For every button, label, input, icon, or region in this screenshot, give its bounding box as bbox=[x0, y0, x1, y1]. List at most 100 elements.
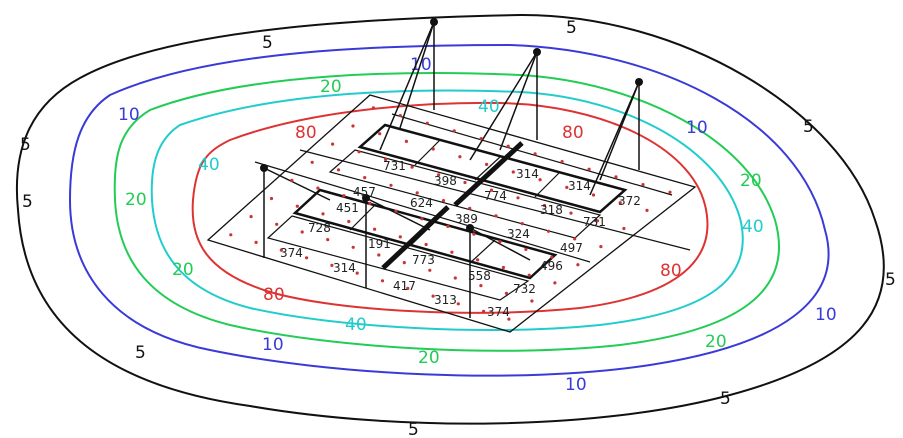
sample-point bbox=[542, 203, 547, 208]
sample-point bbox=[398, 235, 402, 239]
label-80-d: 80 bbox=[263, 285, 285, 305]
label-80-c: 80 bbox=[660, 261, 682, 281]
sample-point bbox=[437, 173, 441, 177]
sample-point bbox=[389, 183, 393, 187]
sample-point bbox=[384, 157, 388, 162]
sample-point bbox=[330, 263, 334, 267]
sample-point bbox=[645, 208, 649, 212]
value-12: 728 bbox=[308, 221, 331, 235]
value-18: 374 bbox=[280, 246, 303, 260]
sample-point bbox=[321, 212, 325, 216]
value-25: 374 bbox=[487, 305, 510, 319]
sample-point bbox=[560, 160, 564, 164]
sample-point bbox=[331, 142, 335, 146]
sample-point bbox=[254, 240, 258, 244]
sample-point bbox=[479, 137, 483, 141]
sample-point bbox=[506, 144, 510, 148]
label-5-h: 5 bbox=[22, 192, 33, 212]
sample-point bbox=[373, 227, 377, 231]
sample-point bbox=[415, 191, 419, 195]
sample-point bbox=[406, 286, 410, 290]
sample-point bbox=[599, 245, 603, 249]
value-9: 731 bbox=[583, 215, 606, 229]
sample-point bbox=[351, 124, 355, 128]
value-14: 324 bbox=[507, 227, 530, 241]
sample-point bbox=[279, 248, 283, 252]
label-10-f: 10 bbox=[262, 335, 284, 355]
label-5-g: 5 bbox=[135, 343, 146, 363]
value-8: 372 bbox=[618, 194, 641, 208]
contour-labels-5: 5 5 5 5 5 5 5 5 5 bbox=[20, 18, 896, 438]
sample-point bbox=[342, 194, 346, 198]
sample-point bbox=[295, 204, 299, 208]
sample-point bbox=[355, 271, 359, 275]
value-labels: 731 398 624 774 314 318 314 372 731 457 … bbox=[280, 159, 641, 319]
sample-point bbox=[441, 199, 446, 203]
sample-point bbox=[371, 106, 375, 110]
contour-labels-40: 40 40 40 40 bbox=[198, 97, 764, 335]
label-20-b: 20 bbox=[125, 190, 147, 210]
sample-point bbox=[516, 196, 520, 200]
sample-point bbox=[368, 201, 372, 205]
value-24: 313 bbox=[434, 293, 457, 307]
sample-point bbox=[394, 209, 398, 213]
sample-point bbox=[269, 196, 274, 201]
sample-point bbox=[380, 279, 385, 283]
sample-point bbox=[520, 222, 524, 226]
sample-point bbox=[347, 219, 351, 224]
sample-point bbox=[504, 291, 508, 295]
sample-point bbox=[618, 201, 622, 205]
label-20-e: 20 bbox=[705, 332, 727, 352]
sample-point bbox=[550, 255, 554, 259]
value-20: 558 bbox=[468, 269, 491, 283]
value-17: 773 bbox=[412, 253, 435, 267]
court-nets bbox=[381, 141, 524, 270]
pole-near-2 bbox=[362, 194, 431, 288]
sample-point bbox=[553, 281, 557, 285]
sample-point bbox=[378, 132, 382, 136]
sample-point bbox=[453, 276, 457, 280]
sample-point bbox=[300, 230, 304, 234]
sample-point bbox=[507, 317, 511, 321]
sample-point bbox=[446, 224, 450, 228]
label-5-a: 5 bbox=[262, 33, 273, 53]
sample-point bbox=[316, 186, 320, 190]
sample-point bbox=[351, 245, 355, 249]
sample-point bbox=[229, 233, 233, 237]
sample-point bbox=[404, 139, 408, 143]
value-11: 451 bbox=[336, 201, 359, 215]
sample-point bbox=[402, 261, 406, 265]
sample-point bbox=[565, 185, 569, 189]
sample-points bbox=[229, 106, 672, 321]
label-5-b: 5 bbox=[566, 18, 577, 38]
sample-point bbox=[458, 155, 462, 159]
pole-near-3 bbox=[466, 224, 531, 318]
label-10-a: 10 bbox=[118, 105, 140, 125]
contour-40 bbox=[150, 89, 744, 331]
contour-labels-10: 10 10 10 10 10 10 bbox=[118, 55, 837, 395]
label-80-a: 80 bbox=[295, 123, 317, 143]
value-2: 398 bbox=[434, 174, 457, 188]
sample-point bbox=[425, 121, 429, 125]
contour-5 bbox=[15, 13, 885, 425]
sample-point bbox=[420, 217, 424, 221]
contour-labels-20: 20 20 20 20 20 20 bbox=[125, 77, 762, 368]
sample-point bbox=[310, 160, 314, 164]
label-5-i: 5 bbox=[20, 135, 31, 155]
value-16: 191 bbox=[368, 237, 391, 251]
contour-10 bbox=[68, 43, 830, 377]
value-13: 389 bbox=[455, 212, 478, 226]
label-20-c: 20 bbox=[172, 260, 194, 280]
value-6: 318 bbox=[540, 203, 563, 217]
sample-point bbox=[363, 176, 367, 180]
sample-point bbox=[546, 229, 551, 233]
contour-80 bbox=[191, 101, 709, 314]
sample-point bbox=[622, 226, 626, 231]
value-1: 731 bbox=[383, 159, 406, 173]
sample-point bbox=[569, 211, 573, 215]
value-3: 624 bbox=[410, 196, 433, 210]
sample-point bbox=[428, 268, 432, 272]
sample-point bbox=[485, 162, 489, 166]
sample-point bbox=[326, 238, 330, 242]
